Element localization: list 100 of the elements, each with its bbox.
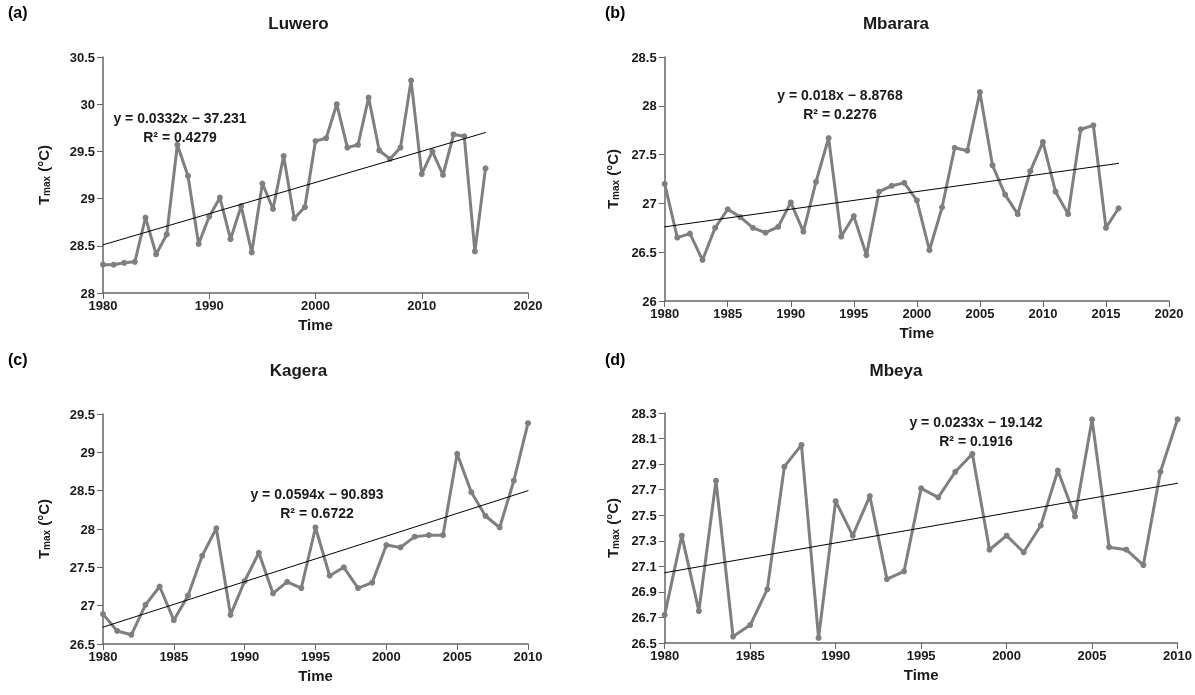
x-tick-label: 1990 (194, 298, 224, 313)
x-tick-label: 1980 (650, 306, 680, 321)
point (482, 512, 489, 519)
point (764, 586, 771, 593)
x-tick-label: 1990 (230, 649, 260, 664)
point (926, 247, 933, 254)
y-tick-label: 27 (642, 195, 657, 211)
annotation: y = 0.0594x − 90.893 (250, 486, 384, 502)
y-tick-label: 27.5 (69, 559, 95, 575)
point (1123, 546, 1130, 553)
x-tick-label: 2020 (1154, 306, 1184, 321)
point (832, 498, 839, 505)
point (964, 147, 971, 154)
point (888, 182, 895, 189)
x-tick-label: 2010 (1028, 306, 1058, 321)
y-tick-label: 27.7 (631, 482, 657, 498)
point (747, 622, 754, 629)
point (849, 532, 856, 539)
x-tick-label: 2000 (902, 306, 932, 321)
point (976, 89, 983, 96)
point (712, 224, 719, 231)
point (901, 179, 908, 186)
x-tick-label: 2010 (407, 298, 437, 313)
x-tick-label: 1980 (88, 298, 118, 313)
point (863, 252, 870, 259)
point (525, 420, 531, 427)
point (100, 611, 106, 618)
y-tick-label: 29.5 (69, 406, 95, 422)
point (876, 188, 883, 195)
x-tick-label: 1985 (713, 306, 743, 321)
y-tick-label: 28 (80, 521, 95, 537)
point (1003, 532, 1010, 539)
point (781, 463, 788, 470)
x-tick-label: 1985 (159, 649, 189, 664)
point (450, 131, 457, 138)
point (468, 489, 475, 496)
y-tick-label: 27.5 (631, 147, 657, 163)
annotation: R² = 0.2276 (803, 106, 877, 122)
point (798, 441, 805, 448)
y-tick-label: 27.9 (631, 456, 657, 472)
point (1037, 522, 1044, 529)
x-tick-label: 1995 (839, 306, 869, 321)
y-axis-title: Tmax (°C) (34, 498, 52, 560)
point (939, 204, 946, 211)
point (712, 477, 719, 484)
point (248, 249, 255, 256)
point (901, 568, 908, 575)
text: (d) (605, 350, 626, 368)
y-tick-label: 26.5 (631, 635, 657, 651)
x-tick-label: 2000 (992, 648, 1022, 663)
x-tick-label: 2010 (1163, 648, 1192, 663)
y-tick-label: 26.7 (631, 609, 657, 625)
point (110, 261, 117, 268)
x-tick-label: 2020 (513, 298, 543, 313)
y-tick-label: 28.5 (631, 49, 657, 65)
point (1054, 467, 1061, 474)
x-tick-label: 1980 (650, 648, 680, 663)
annotation: y = 0.0233x − 19.142 (909, 414, 1043, 430)
point (142, 214, 149, 221)
y-tick-label: 28.5 (69, 483, 95, 499)
point (425, 532, 432, 539)
point (255, 549, 262, 556)
x-tick-label: 1995 (301, 649, 330, 664)
chart-title: Kagera (269, 361, 328, 380)
x-tick-label: 2000 (301, 298, 330, 313)
x-tick-label: 1980 (88, 649, 118, 664)
point (344, 144, 351, 151)
point (951, 144, 958, 151)
point (163, 231, 170, 238)
point (918, 485, 925, 492)
point (1027, 168, 1034, 175)
point (1039, 138, 1046, 145)
y-tick-label: 27.3 (631, 533, 657, 549)
point (298, 585, 305, 592)
point (787, 199, 794, 206)
point (699, 257, 706, 264)
point (510, 477, 517, 484)
y-tick-label: 29 (80, 191, 95, 207)
point (284, 578, 291, 585)
point (800, 228, 807, 235)
point (213, 525, 220, 532)
point (1106, 544, 1113, 551)
x-tick-label: 1985 (735, 648, 765, 663)
point (440, 532, 446, 539)
y-axis-title: Tmax (°C) (604, 148, 621, 210)
y-tick-label: 28.3 (631, 405, 657, 421)
y-tick-label: 27.5 (631, 507, 657, 523)
point (1065, 211, 1072, 218)
x-tick-label: 2015 (1091, 306, 1121, 321)
point (952, 468, 959, 475)
point (301, 204, 308, 211)
x-tick-label: 2005 (442, 649, 472, 664)
point (1089, 416, 1096, 423)
point (1115, 205, 1122, 212)
point (815, 634, 822, 641)
point (411, 533, 418, 540)
point (227, 611, 234, 618)
point (216, 194, 223, 201)
point (170, 617, 177, 624)
point (280, 153, 287, 160)
